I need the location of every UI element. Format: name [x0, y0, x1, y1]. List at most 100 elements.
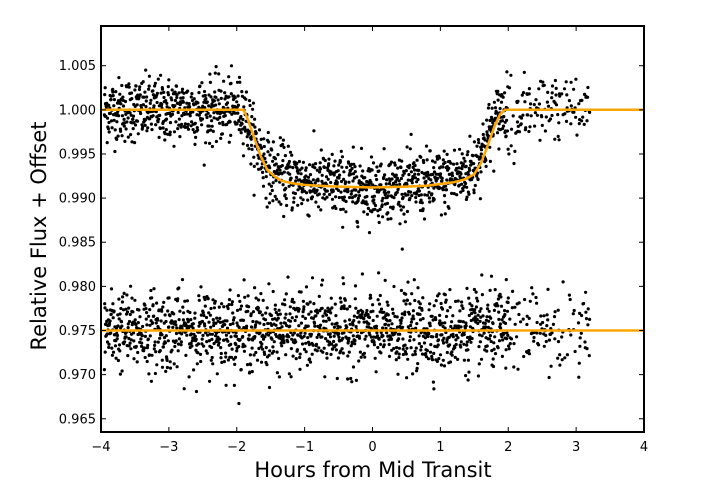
data-point-1-931 [368, 333, 372, 337]
data-point-0-706 [304, 168, 308, 172]
data-point-0-507 [247, 147, 251, 151]
data-point-0-571 [265, 205, 269, 209]
data-point-1-433 [226, 339, 230, 343]
data-point-1-981 [382, 339, 386, 343]
data-point-1-227 [167, 296, 171, 300]
data-point-1-63 [120, 300, 124, 304]
data-point-0-1379 [495, 131, 500, 135]
data-point-1-432 [225, 326, 230, 330]
data-point-0-718 [307, 214, 311, 218]
data-point-0-284 [183, 122, 187, 126]
data-point-1-1380 [496, 304, 500, 308]
data-point-1-491 [242, 349, 246, 353]
data-point-0-1335 [483, 138, 487, 142]
data-point-1-1310 [476, 321, 480, 325]
data-point-1-758 [318, 323, 323, 327]
data-point-0-589 [270, 188, 274, 193]
data-point-0-107 [133, 88, 137, 92]
data-point-0-1083 [411, 165, 415, 169]
data-point-1-53 [117, 343, 122, 347]
data-point-0-1066 [406, 178, 410, 182]
data-point-1-1354 [488, 334, 492, 338]
data-point-1-467 [235, 308, 240, 312]
data-point-1-275 [181, 305, 185, 309]
data-point-1-1234 [454, 342, 458, 347]
data-point-1-946 [372, 340, 376, 344]
x-axis-title: Hours from Mid Transit [254, 458, 491, 482]
data-point-0-1151 [430, 159, 435, 163]
data-point-1-1420 [508, 317, 512, 321]
data-point-0-1307 [475, 144, 479, 148]
data-point-0-821 [336, 188, 340, 192]
data-point-0-1102 [416, 172, 421, 176]
data-point-0-1271 [465, 185, 469, 189]
data-point-0-1028 [395, 176, 400, 180]
data-point-1-596 [272, 340, 276, 344]
data-point-1-1517 [580, 313, 584, 318]
data-point-1-69 [122, 291, 126, 295]
data-point-0-1244 [457, 166, 461, 170]
data-point-1-1241 [456, 299, 460, 303]
data-point-1-1233 [454, 338, 458, 342]
data-point-1-1133 [425, 349, 429, 353]
data-point-1-1466 [541, 320, 545, 325]
data-point-1-606 [275, 350, 279, 354]
data-point-0-1444 [524, 126, 528, 130]
data-point-1-1060 [405, 376, 409, 380]
data-point-1-1485 [551, 322, 556, 326]
data-point-0-557 [261, 176, 265, 180]
data-point-1-532 [254, 296, 258, 300]
data-point-1-1408 [504, 366, 508, 370]
data-point-1-878 [353, 342, 357, 346]
data-point-0-757 [318, 161, 322, 165]
data-point-1-1185 [440, 321, 444, 325]
y-tick-label: 0.970 [59, 368, 96, 383]
data-point-0-627 [281, 183, 285, 187]
data-point-1-1194 [443, 321, 447, 325]
data-point-0-1396 [500, 119, 504, 123]
data-point-1-407 [218, 320, 222, 324]
data-point-1-571 [265, 306, 269, 310]
data-point-1-1053 [403, 313, 407, 317]
data-point-1-565 [263, 318, 268, 322]
data-point-0-527 [253, 117, 257, 121]
data-point-1-1049 [401, 352, 405, 357]
data-point-0-1502 [563, 112, 567, 116]
data-point-1-342 [200, 342, 204, 346]
data-point-1-226 [167, 325, 171, 329]
data-point-1-1083 [411, 314, 415, 318]
data-point-0-561 [262, 144, 266, 149]
data-point-0-758 [318, 167, 323, 171]
data-point-0-1298 [472, 140, 476, 144]
data-point-1-586 [269, 313, 273, 318]
data-point-0-1487 [553, 137, 557, 141]
data-point-0-1339 [484, 164, 488, 168]
data-point-0-1455 [529, 114, 533, 118]
data-point-0-617 [278, 136, 282, 140]
data-point-1-1314 [477, 345, 481, 349]
data-point-0-515 [249, 137, 253, 141]
data-point-0-188 [156, 120, 160, 124]
data-point-1-582 [268, 331, 272, 335]
data-point-0-1499 [560, 92, 564, 96]
data-point-0-376 [210, 119, 214, 123]
data-point-1-674 [294, 315, 299, 319]
data-point-0-70 [122, 124, 126, 128]
data-point-1-1523 [584, 310, 588, 314]
data-point-0-468 [236, 111, 240, 115]
data-point-0-1201 [445, 178, 449, 182]
data-point-1-1042 [399, 288, 403, 293]
data-point-1-858 [347, 336, 351, 340]
data-point-0-1140 [427, 196, 431, 200]
data-point-1-152 [146, 343, 150, 347]
data-point-1-726 [309, 332, 313, 336]
data-point-1-270 [179, 340, 183, 344]
data-point-1-107 [133, 298, 137, 302]
data-point-0-892 [357, 190, 361, 194]
data-point-1-1328 [481, 314, 485, 318]
data-point-1-1299 [473, 308, 477, 312]
data-point-1-722 [308, 300, 312, 304]
data-point-0-254 [175, 95, 179, 100]
data-point-1-379 [210, 332, 214, 336]
data-point-1-1405 [503, 312, 507, 317]
